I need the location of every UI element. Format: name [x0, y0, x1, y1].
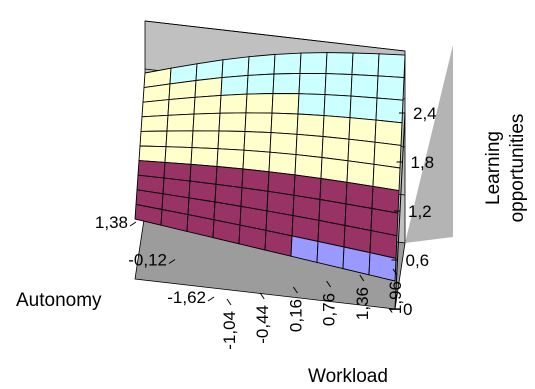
surface-cell: [375, 97, 404, 124]
surface-cell: [299, 52, 328, 75]
y-tick-mark: [207, 296, 215, 302]
surface-cell: [245, 93, 274, 114]
surface-cell: [298, 72, 327, 96]
surface-cell: [270, 112, 299, 135]
surface-cell: [294, 154, 323, 180]
surface-cell: [272, 72, 301, 95]
x-axis-ticks: -1,04 -0,44 0,16 0,76 1,36 1,96: [220, 268, 405, 350]
surface: [134, 52, 406, 282]
surface-cell: [242, 149, 271, 173]
x-tick-label: 0,76: [320, 293, 339, 326]
z-axis-ticks: 0 0,6 1,2 1,8 2,4: [389, 104, 437, 319]
surface-cell: [268, 151, 297, 176]
surface-cell: [190, 147, 219, 167]
surface-cell: [376, 75, 405, 101]
surface-cell: [324, 73, 353, 97]
surface-cell: [220, 74, 249, 96]
z-tick-label: 0,6: [406, 251, 430, 270]
gridline: [144, 20, 406, 52]
surface-cell: [368, 252, 397, 282]
surface-cell: [166, 113, 195, 132]
surface-cell: [377, 53, 406, 79]
z-axis-title-line2: opportunities: [507, 114, 528, 223]
surface-cell: [374, 119, 403, 146]
surface-cell: [247, 53, 276, 76]
side-wall: [405, 45, 453, 243]
surface-cell: [167, 96, 196, 116]
surface-cell: [347, 138, 376, 165]
surface-cell: [140, 114, 169, 132]
surface-cell: [195, 59, 224, 82]
x-tick-mark: [326, 280, 332, 288]
y-tick-mark: [129, 221, 137, 227]
surface-cell: [216, 148, 245, 170]
surface-cell: [141, 99, 170, 118]
surface-cell: [168, 79, 197, 101]
x-tick-label: 0,16: [286, 299, 305, 332]
z-tick-label: 0: [403, 300, 412, 319]
x-tick-mark: [392, 268, 398, 276]
surface-cell: [348, 117, 377, 143]
z-tick-label: 1,8: [411, 153, 435, 172]
surface-cell: [165, 130, 194, 149]
y-tick-label: -0,12: [128, 251, 167, 270]
surface-cell: [350, 74, 379, 99]
surface-cell: [271, 93, 300, 115]
surface-cell: [373, 141, 402, 169]
y-tick-label: 1,38: [95, 213, 128, 232]
surface-cell: [217, 130, 246, 151]
surface-cell: [351, 52, 380, 77]
x-axis-title: Workload: [308, 366, 388, 387]
x-tick-label: -0,44: [253, 305, 272, 344]
x-tick-mark: [259, 292, 265, 300]
surface-cell: [269, 132, 298, 156]
surface-cell: [246, 73, 275, 95]
x-tick-mark: [226, 298, 232, 306]
surface-cell: [139, 130, 168, 148]
z-tick-label: 1,2: [408, 202, 432, 221]
surface-cell: [321, 136, 350, 162]
surface-cell: [218, 112, 247, 132]
surface-cell: [221, 56, 250, 79]
x-tick-label: 1,36: [353, 287, 372, 320]
surface-cell: [244, 112, 273, 134]
surface-cell: [243, 131, 272, 153]
x-tick-mark: [359, 274, 365, 282]
x-tick-label: -1,04: [220, 311, 239, 350]
y-axis-title: Autonomy: [16, 290, 102, 311]
surface-cell: [322, 115, 351, 140]
z-axis-title-line1: Learning: [483, 131, 504, 205]
surface-cell: [349, 95, 378, 121]
surface-cell: [320, 156, 349, 183]
surface-cell: [297, 93, 326, 117]
surface-cell: [295, 133, 324, 159]
x-tick-mark: [292, 286, 298, 294]
surface-cell: [296, 113, 325, 137]
surface-cell: [192, 112, 221, 132]
z-tick-label: 2,4: [413, 104, 437, 123]
surface-cell: [219, 93, 248, 114]
x-tick-label: 1,96: [386, 281, 405, 314]
surface-cell: [138, 145, 167, 163]
surface-cell: [193, 94, 222, 115]
surface-cell: [273, 52, 302, 75]
surface-cell: [164, 146, 193, 165]
surface-cell: [194, 77, 223, 98]
surface-cell: [323, 94, 352, 119]
y-axis-ticks: 1,38-0,12-1,62: [95, 213, 215, 307]
y-tick-label: -1,62: [167, 288, 206, 307]
surface-cell: [325, 52, 354, 75]
surface-cell: [191, 130, 220, 150]
y-tick-mark: [168, 259, 176, 264]
